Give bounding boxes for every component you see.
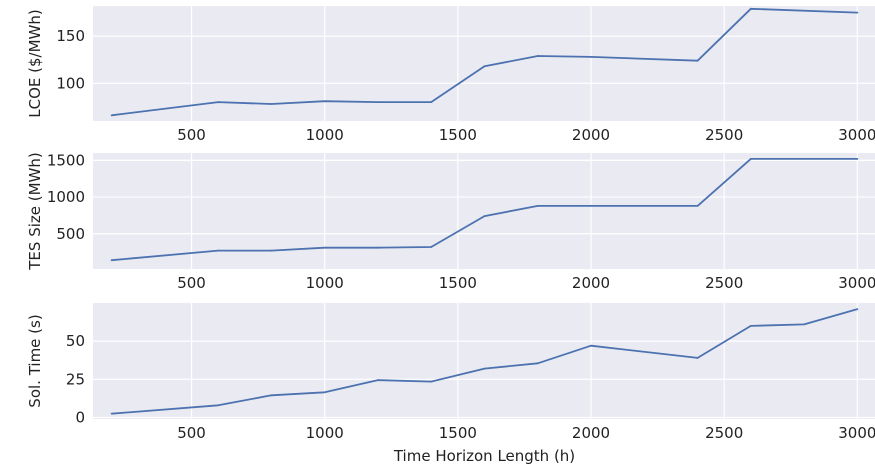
data-point xyxy=(536,55,539,57)
data-point xyxy=(430,246,433,248)
data-point xyxy=(217,101,220,104)
data-point xyxy=(377,101,379,104)
x-axis-label: Time Horizon Length (h) xyxy=(393,447,575,465)
y-tick-label: 50 xyxy=(66,332,85,350)
y-axis-label: TES Size (MWh) xyxy=(26,152,44,270)
data-point xyxy=(696,357,699,359)
data-point xyxy=(377,246,379,249)
data-point xyxy=(590,204,592,207)
series-line xyxy=(111,157,858,262)
data-point xyxy=(696,204,699,207)
data-point xyxy=(803,323,805,326)
x-tick-label: 500 xyxy=(177,274,206,292)
data-point xyxy=(323,391,326,394)
data-point xyxy=(110,412,113,415)
data-point xyxy=(590,56,592,58)
data-point xyxy=(536,204,539,207)
x-tick-label: 3000 xyxy=(838,424,875,442)
data-point xyxy=(217,404,220,407)
x-tick-label: 1000 xyxy=(306,126,344,144)
x-tick-label: 3000 xyxy=(838,126,875,144)
x-tick-label: 500 xyxy=(177,424,206,442)
x-tick-label: 1000 xyxy=(306,274,344,292)
data-point xyxy=(270,394,273,397)
data-point xyxy=(536,362,539,365)
y-tick-label: 1500 xyxy=(47,151,85,169)
series-line xyxy=(111,7,858,117)
plot-area xyxy=(93,303,875,419)
y-tick-label: 1000 xyxy=(47,188,85,206)
data-point xyxy=(270,103,273,105)
data-point xyxy=(430,101,433,104)
data-point xyxy=(856,11,859,14)
data-point xyxy=(483,65,486,68)
chart-panel-3: 500 1000 1500 2000 2500 3000 0 25 50 Sol. Time (s… xyxy=(26,303,875,465)
y-axis-label: LCOE ($/MWh) xyxy=(26,9,44,117)
data-point xyxy=(323,246,326,249)
plot-area xyxy=(93,153,875,269)
x-tick-label: 1000 xyxy=(306,424,344,442)
x-tick-label: 2500 xyxy=(705,126,743,144)
data-point xyxy=(749,157,752,160)
data-point xyxy=(856,157,859,160)
data-point xyxy=(483,215,486,218)
data-point xyxy=(856,308,859,311)
data-point xyxy=(270,249,273,252)
x-tick-label: 2000 xyxy=(572,274,610,292)
x-tick-label: 2500 xyxy=(705,274,743,292)
x-tick-label: 2000 xyxy=(572,424,610,442)
x-tick-label: 1500 xyxy=(439,424,477,442)
data-point xyxy=(217,249,220,252)
data-point xyxy=(590,344,592,347)
x-tick-label: 3000 xyxy=(838,274,875,292)
data-point xyxy=(377,379,379,381)
data-point xyxy=(696,59,699,62)
y-tick-label: 25 xyxy=(66,370,85,388)
data-point xyxy=(749,7,752,10)
x-tick-label: 500 xyxy=(177,126,206,144)
x-tick-label: 1500 xyxy=(439,274,477,292)
data-point xyxy=(749,324,752,327)
data-point xyxy=(110,114,113,117)
y-tick-label: 0 xyxy=(75,408,85,426)
x-tick-label: 1500 xyxy=(439,126,477,144)
data-point xyxy=(430,380,433,383)
x-tick-label: 2500 xyxy=(705,424,743,442)
y-axis-label: Sol. Time (s) xyxy=(26,314,44,407)
y-tick-label: 500 xyxy=(56,225,85,243)
y-tick-label: 150 xyxy=(56,27,85,45)
data-point xyxy=(110,259,113,262)
chart-panel-1: 500 1000 1500 2000 2500 3000 100 150 LCOE ($/MWh… xyxy=(26,6,875,144)
y-tick-label: 100 xyxy=(56,74,85,92)
x-tick-label: 2000 xyxy=(572,126,610,144)
data-point xyxy=(483,367,486,370)
data-point xyxy=(323,100,326,103)
